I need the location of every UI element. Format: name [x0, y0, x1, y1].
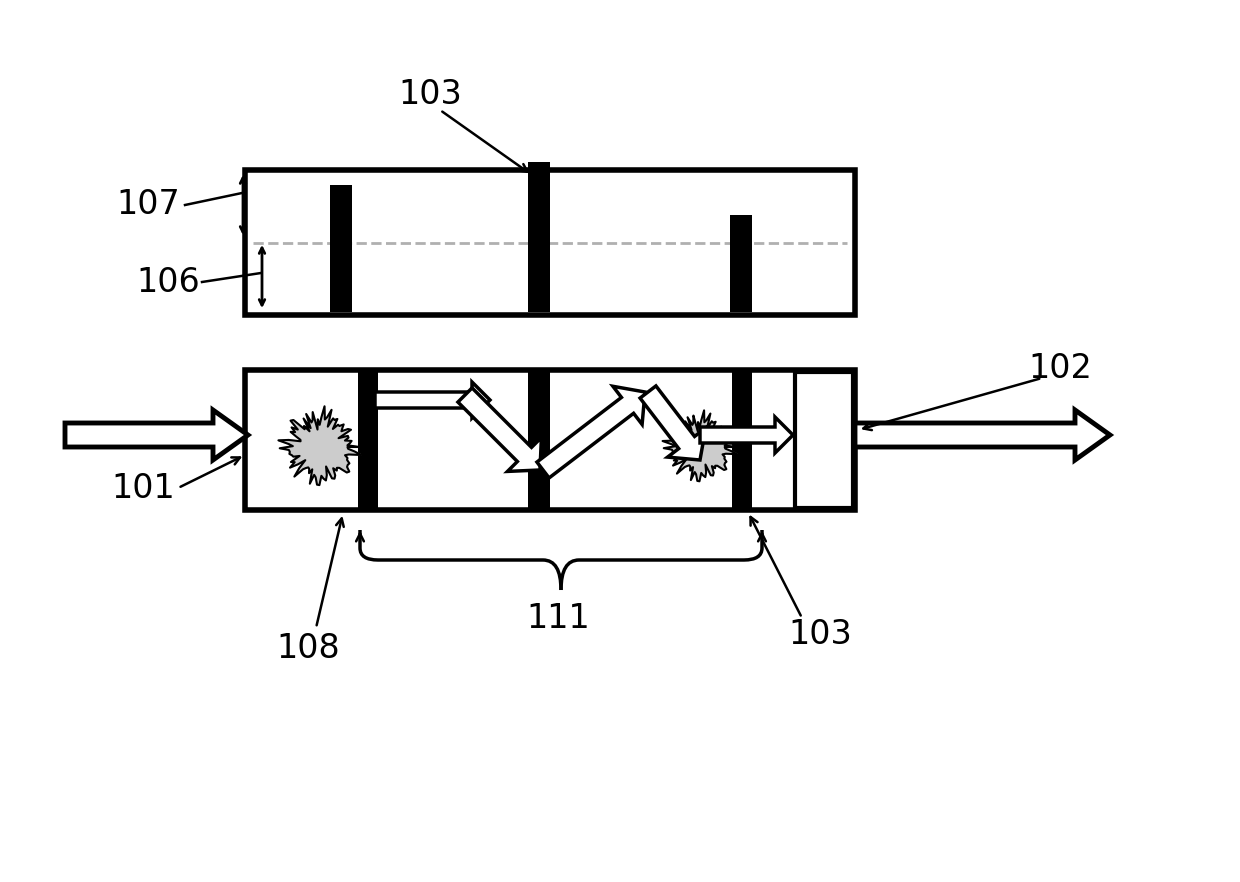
Bar [795, 372, 853, 508]
Bar [358, 370, 378, 508]
Text: 103: 103 [398, 78, 461, 111]
Polygon shape [374, 382, 490, 418]
Bar [528, 162, 551, 312]
Text: 106: 106 [136, 265, 200, 298]
Text: 101: 101 [112, 472, 175, 505]
Bar [330, 185, 352, 312]
Polygon shape [458, 388, 542, 471]
Text: 102: 102 [1028, 352, 1092, 385]
Text: 107: 107 [117, 189, 180, 221]
Bar [246, 170, 856, 315]
Polygon shape [279, 407, 361, 485]
Text: 103: 103 [789, 618, 852, 652]
Bar [528, 370, 551, 508]
Bar [730, 215, 751, 312]
Text: 108: 108 [277, 632, 340, 664]
Polygon shape [856, 410, 1110, 460]
Polygon shape [64, 410, 248, 460]
Bar [732, 370, 751, 508]
Polygon shape [701, 417, 794, 453]
Text: 111: 111 [526, 602, 590, 634]
Polygon shape [640, 386, 706, 460]
Polygon shape [537, 386, 645, 478]
Bar [246, 370, 856, 510]
Polygon shape [662, 410, 738, 482]
